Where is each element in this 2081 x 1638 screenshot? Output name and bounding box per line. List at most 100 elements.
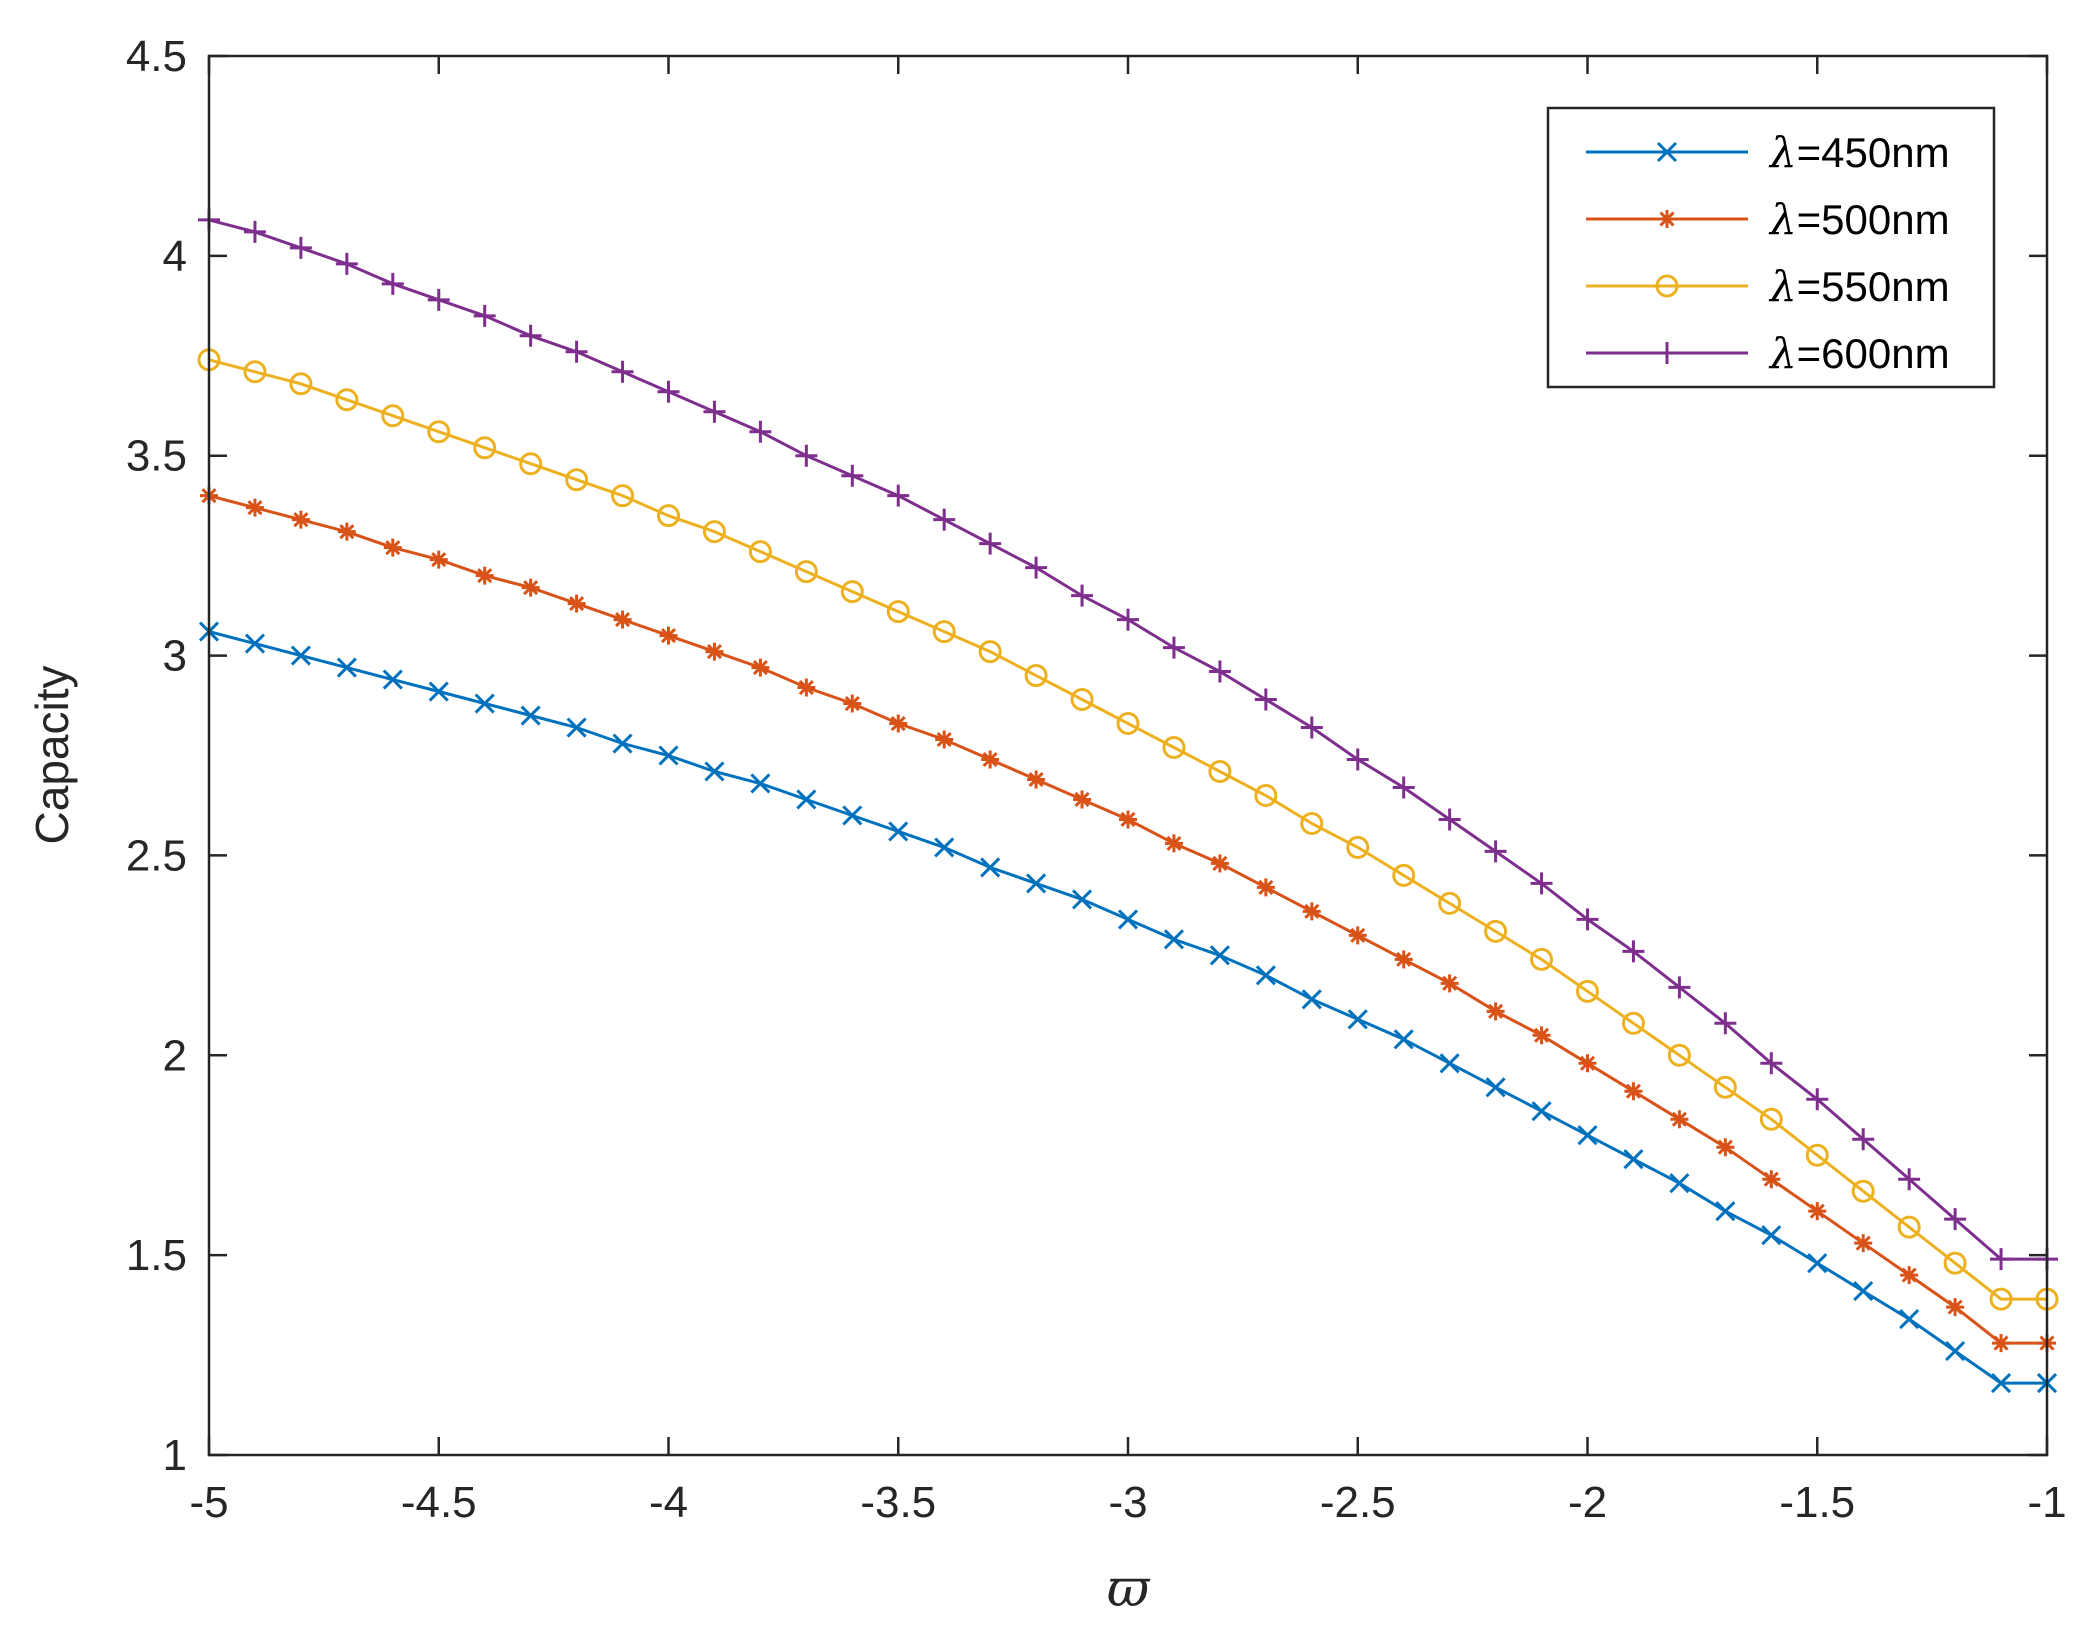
data-point <box>932 620 956 644</box>
data-point <box>1853 1281 1874 1302</box>
legend-swatch-marker <box>1656 141 1678 163</box>
y-tick-label: 2.5 <box>126 831 187 880</box>
data-point <box>1670 1110 1689 1129</box>
data-point <box>889 714 908 733</box>
data-point <box>978 640 1002 664</box>
data-point <box>1439 1053 1460 1074</box>
legend-swatch-marker <box>1658 210 1676 228</box>
data-point <box>1989 1287 2013 1311</box>
data-point <box>427 420 451 444</box>
data-point <box>796 789 817 810</box>
y-tick-label: 1.5 <box>126 1231 187 1280</box>
data-point <box>1623 1149 1644 1170</box>
y-tick-label: 4 <box>163 232 187 281</box>
data-point <box>1716 1138 1735 1157</box>
data-point <box>1577 1125 1598 1146</box>
data-point <box>1117 608 1139 631</box>
data-point <box>704 761 725 782</box>
data-point <box>703 400 726 423</box>
x-tick-label: -4 <box>649 1478 688 1527</box>
legend-label: λ=600nm <box>1768 329 1950 378</box>
data-point <box>289 236 312 259</box>
data-point <box>1578 1054 1597 1073</box>
data-point <box>842 805 863 826</box>
data-point <box>659 626 678 645</box>
x-tick-label: -1.5 <box>1779 1478 1855 1527</box>
data-point <box>1852 1128 1875 1151</box>
data-point <box>1209 945 1230 966</box>
data-point <box>1392 776 1415 799</box>
data-point <box>748 540 772 564</box>
data-point <box>751 658 770 677</box>
legend-label: λ=450nm <box>1768 128 1950 177</box>
data-point <box>291 510 310 529</box>
legend-entry: λ=450nm <box>1586 128 1950 177</box>
data-point <box>429 550 448 569</box>
data-point <box>705 642 724 661</box>
data-point <box>1530 872 1553 895</box>
data-point <box>565 468 589 492</box>
series-layer <box>197 208 2059 1394</box>
data-point <box>657 504 680 528</box>
data-point <box>1438 891 1462 915</box>
data-point <box>1713 1075 1737 1099</box>
data-point <box>335 252 358 275</box>
series-4 <box>198 208 2058 1271</box>
data-point <box>474 693 495 714</box>
data-point <box>1117 909 1139 930</box>
data-point <box>886 600 910 624</box>
data-point <box>1164 834 1183 853</box>
data-point <box>290 645 311 666</box>
x-tick-label: -5 <box>189 1478 228 1527</box>
x-axis-title: ϖ <box>1107 1559 1151 1619</box>
data-point <box>795 444 818 467</box>
x-tick-label: -1 <box>2027 1478 2066 1527</box>
data-point <box>611 484 635 508</box>
x-tick-label: -4.5 <box>401 1478 477 1527</box>
y-tick-label: 2 <box>163 1031 187 1080</box>
x-tick-label: -3 <box>1108 1478 1147 1527</box>
data-point <box>1026 873 1047 894</box>
data-point <box>382 669 403 690</box>
data-point <box>1715 1201 1736 1222</box>
data-point <box>657 380 680 403</box>
data-point <box>381 404 405 428</box>
y-tick-label: 3 <box>163 632 187 681</box>
data-point <box>1027 770 1046 789</box>
data-point <box>336 657 357 678</box>
data-point <box>1576 979 1599 1003</box>
data-point <box>1071 584 1094 607</box>
x-tick-label: -2.5 <box>1320 1478 1396 1527</box>
data-point <box>1208 660 1231 683</box>
data-point <box>1302 902 1321 921</box>
data-point <box>1946 1298 1965 1317</box>
data-point <box>1990 1372 2012 1394</box>
data-point <box>427 288 450 311</box>
data-point <box>475 566 494 585</box>
data-point <box>1945 1341 1966 1362</box>
data-point <box>749 420 772 443</box>
data-point <box>1622 940 1645 963</box>
data-point <box>473 304 496 327</box>
data-point <box>1851 1179 1875 1203</box>
data-point <box>933 508 956 531</box>
legend: λ=450nm λ=500nm λ=550nm λ=600nm <box>1546 106 1996 389</box>
data-point <box>1255 965 1276 986</box>
data-point <box>1900 1266 1919 1285</box>
data-point <box>658 745 679 766</box>
data-point <box>1668 976 1691 999</box>
data-point <box>840 580 864 604</box>
data-point <box>1484 919 1508 943</box>
data-point <box>1760 1052 1783 1075</box>
data-point <box>473 436 497 460</box>
data-point <box>1484 840 1507 863</box>
data-point <box>1162 736 1186 760</box>
data-point <box>1300 811 1324 835</box>
data-point <box>980 857 1001 878</box>
data-point <box>1440 974 1459 993</box>
data-point <box>1393 1029 1414 1050</box>
data-point <box>613 610 632 629</box>
data-point <box>1347 1009 1368 1030</box>
data-point <box>1759 1107 1783 1131</box>
legend-label: λ=550nm <box>1768 262 1950 311</box>
